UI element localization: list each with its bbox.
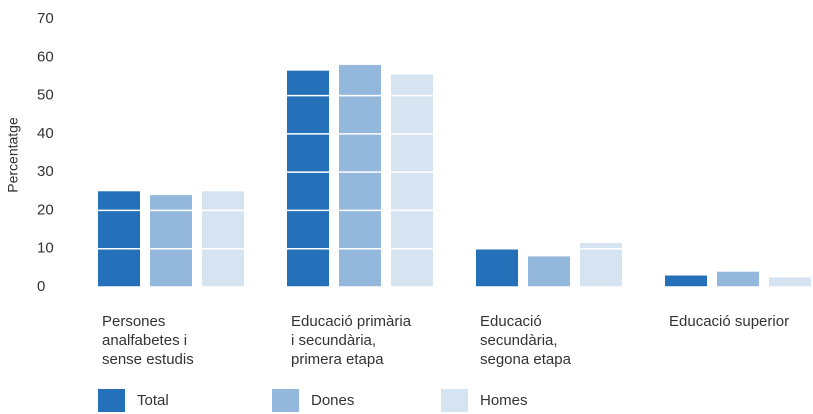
x-tick-label: Educació primària i secundària, primera et… bbox=[291, 313, 412, 368]
bar bbox=[665, 275, 707, 287]
bar bbox=[202, 191, 244, 287]
y-tick-label: 20 bbox=[37, 201, 54, 218]
bar bbox=[287, 70, 329, 287]
y-tick-label: 0 bbox=[37, 278, 45, 295]
x-tick-label: Persones analfabetes i sense estudis bbox=[102, 313, 194, 368]
y-axis-label: Percentatge bbox=[5, 117, 21, 193]
legend-swatch bbox=[272, 389, 299, 412]
bar bbox=[391, 74, 433, 287]
y-tick-label: 30 bbox=[37, 163, 54, 180]
y-tick-label: 70 bbox=[37, 10, 54, 27]
x-tick-label: Educació secundària, segona etapa bbox=[480, 313, 572, 368]
legend-swatch bbox=[98, 389, 125, 412]
bar bbox=[769, 277, 811, 287]
y-tick-label: 50 bbox=[37, 87, 54, 104]
y-tick-label: 10 bbox=[37, 240, 54, 257]
y-tick-label: 60 bbox=[37, 48, 54, 65]
bar bbox=[98, 191, 140, 287]
x-tick-label: Educació superior bbox=[669, 313, 789, 330]
legend-label: Homes bbox=[480, 392, 528, 409]
legend-label: Dones bbox=[311, 392, 354, 409]
y-tick-label: 40 bbox=[37, 125, 54, 142]
bar bbox=[150, 195, 192, 287]
legend-label: Total bbox=[137, 392, 169, 409]
bar bbox=[528, 256, 570, 287]
bar bbox=[339, 64, 381, 287]
bar bbox=[580, 242, 622, 287]
bar bbox=[717, 271, 759, 287]
bar bbox=[476, 248, 518, 287]
legend-swatch bbox=[441, 389, 468, 412]
